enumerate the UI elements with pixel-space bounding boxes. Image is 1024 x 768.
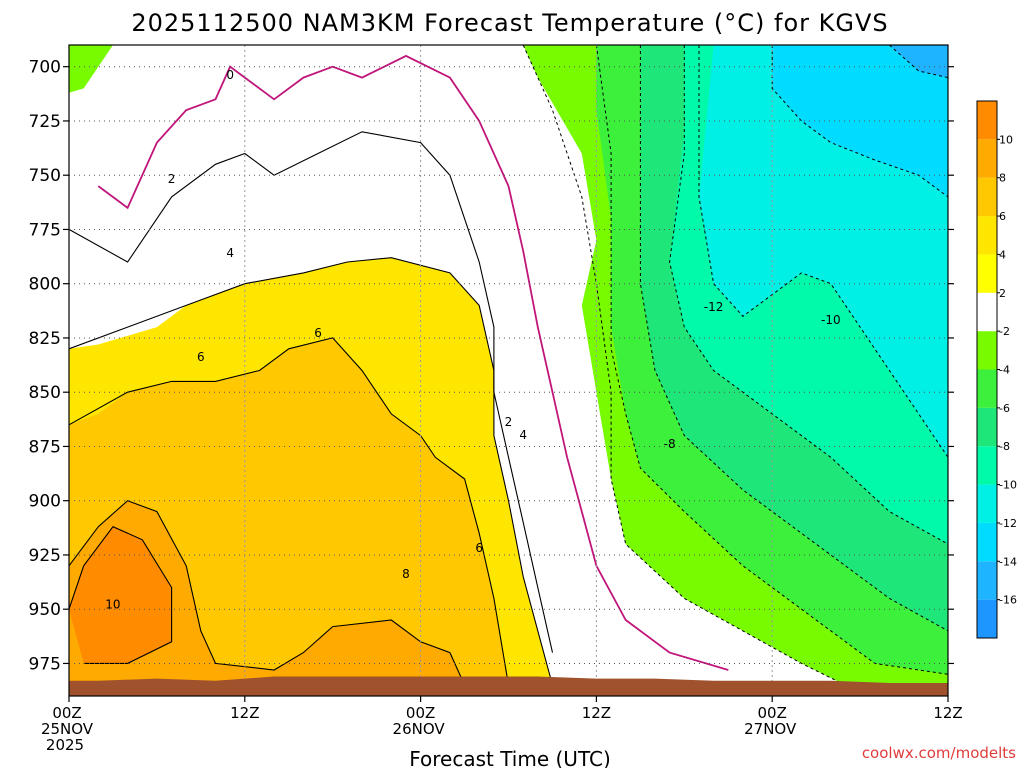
contour-label-10: -8 — [664, 437, 676, 451]
colorbar-label: 4 — [999, 248, 1006, 261]
y-tick-label: 925 — [29, 546, 61, 566]
x-tick-date: 25NOV — [41, 720, 94, 738]
temperature-fills — [69, 45, 948, 696]
colorbar-swatch-8 — [977, 292, 997, 332]
fill-minus14-band — [889, 45, 948, 78]
y-tick-label: 975 — [29, 654, 61, 674]
y-tick-label: 750 — [29, 166, 61, 186]
y-tick-label: 850 — [29, 383, 61, 403]
ground-terrain — [69, 676, 948, 696]
credit-link[interactable]: coolwx.com/modelts — [862, 744, 1016, 762]
colorbar-swatch-4 — [977, 446, 997, 485]
contour-label-3: 6 — [197, 350, 205, 364]
colorbar-label: -6 — [999, 402, 1010, 415]
fill-minus2-patch-left — [69, 45, 113, 93]
contour-minus10c — [698, 45, 949, 458]
contour-minus14c — [889, 44, 949, 79]
contour-0c — [97, 54, 729, 671]
colorbar-label: 10 — [999, 133, 1013, 146]
contour-4c — [68, 257, 554, 686]
colorbar-label: -14 — [999, 555, 1017, 568]
y-tick-label: 900 — [29, 492, 61, 512]
contour-label-12: -10 — [821, 313, 841, 327]
colorbar-swatch-13 — [977, 101, 997, 140]
contour-label-8: 8 — [402, 567, 410, 581]
colorbar-frame — [976, 100, 998, 639]
contour-label-0: 0 — [226, 68, 234, 82]
contour-minus8c — [669, 45, 949, 545]
y-tick-label: 775 — [29, 220, 61, 240]
contour-6c — [68, 337, 510, 686]
colorbar-label: -16 — [999, 594, 1017, 607]
colorbar-label: 6 — [999, 210, 1006, 223]
y-tick-label: 800 — [29, 275, 61, 295]
fill-warm10-core — [69, 526, 172, 664]
colorbar-swatch-5 — [977, 407, 997, 447]
contour-label-11: -12 — [704, 300, 724, 314]
contour-minus4c — [595, 44, 949, 675]
contour-label-9: 10 — [105, 597, 120, 611]
contour-label-2: 4 — [226, 246, 234, 260]
colorbar-label: 2 — [999, 287, 1006, 300]
chart-title: 2025112500 NAM3KM Forecast Temperature (… — [131, 9, 888, 37]
colorbar-swatch-2 — [977, 522, 997, 562]
x-tick-year: 2025 — [46, 736, 84, 754]
colorbar-swatch-3 — [977, 484, 997, 523]
colorbar-swatch-9 — [977, 254, 997, 293]
colorbar-label: -10 — [999, 479, 1017, 492]
x-tick-date: 26NOV — [393, 720, 446, 738]
colorbar-label: -8 — [999, 440, 1010, 453]
contour-2c — [68, 131, 554, 653]
colorbar-swatch-6 — [977, 369, 997, 408]
x-tick-label: 12Z — [582, 704, 611, 722]
contour-label-5: 2 — [505, 415, 513, 429]
contour-label-6: 4 — [519, 428, 527, 442]
x-tick-label: 12Z — [933, 704, 962, 722]
x-tick-label: 00Z — [52, 704, 81, 722]
y-axis: 700 725 750 775 800 825 850 875 900 925 950 975 — [29, 58, 954, 674]
colorbar: -16 -14 -12 -10 -8 -6 -4 -2 2 4 6 8 10 — [976, 100, 1017, 639]
contour-label-1: 2 — [168, 172, 176, 186]
colorbar-label: 8 — [999, 172, 1006, 185]
colorbar-label: -2 — [999, 325, 1010, 338]
x-axis-label: Forecast Time (UTC) — [409, 747, 611, 768]
colorbar-label: -4 — [999, 364, 1010, 377]
colorbar-swatch-10 — [977, 216, 997, 255]
colorbar-swatch-11 — [977, 177, 997, 217]
x-tick-label: 00Z — [406, 704, 435, 722]
plot-frame — [68, 44, 949, 697]
fill-minus12-band — [772, 45, 948, 197]
contour-label-4: 6 — [314, 326, 322, 340]
y-tick-label: 825 — [29, 329, 61, 349]
contour-minus12c — [771, 45, 949, 198]
y-tick-label: 700 — [29, 58, 61, 78]
colorbar-swatch-0 — [977, 599, 997, 638]
colorbar-label: -12 — [999, 517, 1017, 530]
y-tick-label: 875 — [29, 437, 61, 457]
colorbar-swatch-12 — [977, 139, 997, 178]
contour-minus6c — [639, 45, 949, 632]
x-tick-date: 27NOV — [744, 720, 797, 738]
colorbar-swatch-7 — [977, 331, 997, 370]
y-tick-label: 725 — [29, 112, 61, 132]
contour-label-7: 6 — [475, 541, 483, 555]
contour-10c — [68, 526, 173, 664]
x-tick-label: 12Z — [230, 704, 259, 722]
contour-minus2c — [522, 44, 846, 686]
colorbar-swatch-1 — [977, 561, 997, 600]
x-tick-label: 00Z — [758, 704, 787, 722]
y-tick-label: 950 — [29, 600, 61, 620]
